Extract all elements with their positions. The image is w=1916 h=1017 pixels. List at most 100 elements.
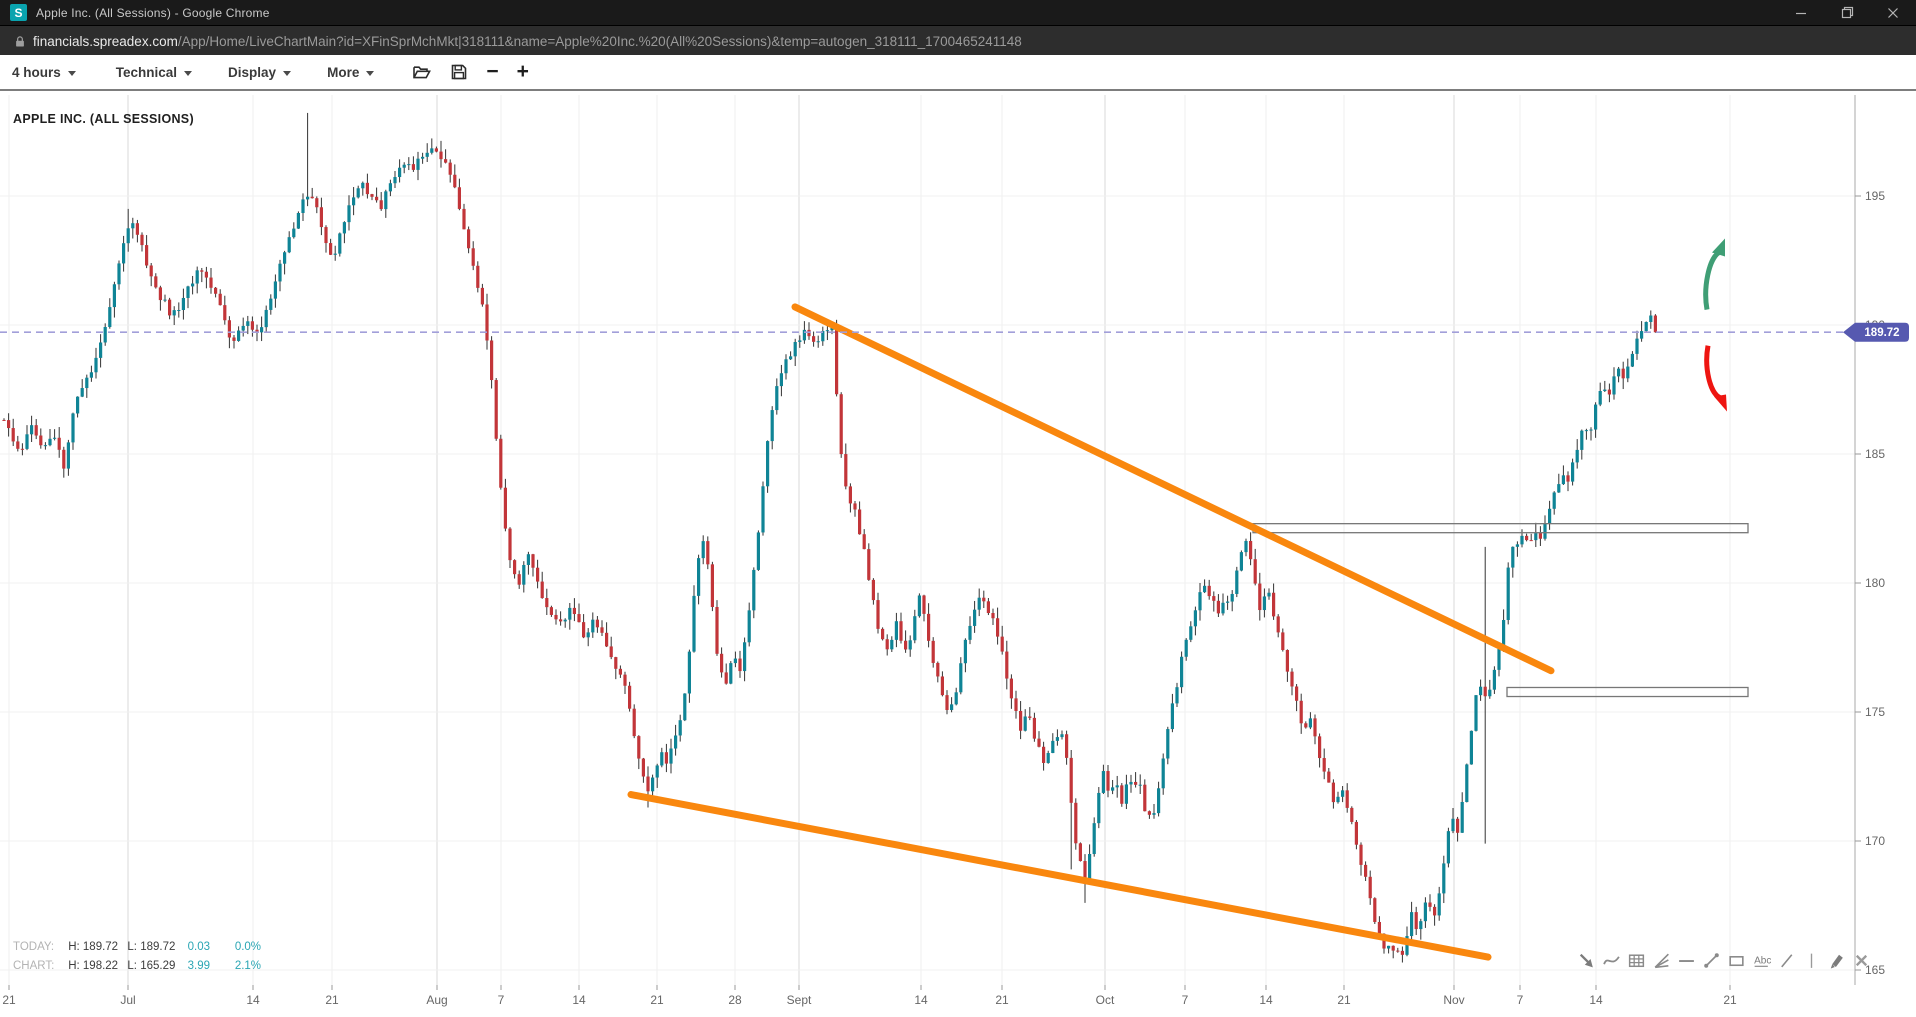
segment-tool-button[interactable] xyxy=(1701,950,1722,971)
zoom-out-button[interactable]: − xyxy=(484,60,500,83)
date-tick-label: Oct xyxy=(1096,993,1115,1007)
date-tick-label: Aug xyxy=(426,993,447,1007)
date-tick-label: 7 xyxy=(1182,993,1189,1007)
date-tick-label: Nov xyxy=(1443,993,1464,1007)
pointer-tool-button[interactable] xyxy=(1576,950,1597,971)
date-tick-label: 14 xyxy=(1589,993,1603,1007)
display-dropdown[interactable]: Display xyxy=(222,61,297,84)
level-box-2[interactable] xyxy=(1506,686,1749,698)
page-url[interactable]: financials.spreadex.com/App/Home/LiveCha… xyxy=(33,34,1022,49)
rectangle-tool-button[interactable] xyxy=(1726,950,1747,971)
legend-row-chart: CHART: H: 198.22 L: 165.29 3.99 2.1% xyxy=(13,957,261,976)
legend-percent: 0.0% xyxy=(234,941,262,953)
minus-icon: − xyxy=(486,60,499,83)
date-tick-label: 21 xyxy=(1723,993,1737,1007)
maximize-button[interactable] xyxy=(1824,0,1870,25)
price-tick-label: 170 xyxy=(1865,834,1885,848)
date-tick-label: 28 xyxy=(728,993,742,1007)
curve-tool-button[interactable] xyxy=(1601,950,1622,971)
chevron-down-icon xyxy=(67,70,76,76)
remove-tool-icon xyxy=(1855,954,1868,967)
down-arrow-annotation[interactable] xyxy=(1704,345,1727,412)
table-tool-button[interactable] xyxy=(1626,950,1647,971)
text-tool-button[interactable]: Abc xyxy=(1751,950,1772,971)
timeframe-label: 4 hours xyxy=(12,64,61,80)
ohlc-legend: TODAY: H: 189.72 L: 189.72 0.03 0.0% CHA… xyxy=(13,938,261,976)
more-label: More xyxy=(327,64,360,80)
chart-toolbar: 4 hours Technical Display More xyxy=(0,55,1916,91)
legend-change: 0.03 xyxy=(187,941,210,953)
folder-open-icon xyxy=(413,66,432,79)
marker-tool-icon xyxy=(1830,954,1843,969)
browser-url-bar[interactable]: financials.spreadex.com/App/Home/LiveCha… xyxy=(0,25,1916,56)
legend-low: L: 189.72 xyxy=(127,941,176,953)
fan-lines-tool-button[interactable] xyxy=(1651,950,1672,971)
date-tick-label: 14 xyxy=(914,993,928,1007)
timeframe-dropdown[interactable]: 4 hours xyxy=(6,61,82,84)
legend-high: H: 189.72 xyxy=(68,941,119,953)
chevron-down-icon xyxy=(283,70,292,76)
save-chart-button[interactable] xyxy=(448,61,470,83)
date-tick-label: Sept xyxy=(787,993,812,1007)
url-domain: financials.spreadex.com xyxy=(33,33,178,49)
date-tick-label: Jul xyxy=(120,993,135,1007)
diagonal-line-tool-button[interactable] xyxy=(1776,950,1797,971)
legend-low: L: 165.29 xyxy=(127,960,176,972)
legend-label: TODAY: xyxy=(13,941,55,953)
window-titlebar: S Apple Inc. (All Sessions) - Google Chr… xyxy=(0,0,1916,25)
lock-icon xyxy=(16,35,24,47)
svg-text:189.72: 189.72 xyxy=(1864,327,1899,339)
save-icon xyxy=(452,64,467,80)
horizontal-line-tool-button[interactable] xyxy=(1676,950,1697,971)
legend-high: H: 198.22 xyxy=(68,960,119,972)
svg-text:Abc: Abc xyxy=(1754,956,1771,967)
fan-lines-tool-icon xyxy=(1654,953,1669,969)
price-tick-label: 180 xyxy=(1865,576,1885,590)
url-path: /App/Home/LiveChartMain?id=XFinSprMchMkt… xyxy=(177,33,1022,49)
restore-icon xyxy=(1841,6,1853,19)
chevron-down-icon xyxy=(366,70,375,76)
date-tick-label: 21 xyxy=(995,993,1009,1007)
site-favicon: S xyxy=(10,4,27,21)
level-box-1[interactable] xyxy=(1252,523,1749,534)
segment-tool-icon xyxy=(1704,953,1719,968)
chart-title: APPLE INC. (ALL SESSIONS) xyxy=(13,112,194,126)
date-tick-label: 14 xyxy=(1259,993,1273,1007)
price-tick-label: 195 xyxy=(1865,189,1885,203)
divider-icon xyxy=(1810,953,1813,968)
price-tick-label: 175 xyxy=(1865,705,1885,719)
toolbar-divider xyxy=(1801,950,1822,971)
date-tick-label: 21 xyxy=(325,993,339,1007)
price-tick-label: 165 xyxy=(1865,963,1885,977)
curve-tool-icon xyxy=(1603,956,1620,965)
trend-line-lower[interactable] xyxy=(627,791,1492,961)
remove-tool-button[interactable] xyxy=(1851,950,1872,971)
up-arrow-annotation[interactable] xyxy=(1703,238,1725,310)
open-chart-button[interactable] xyxy=(410,61,434,83)
candles-layer[interactable] xyxy=(2,112,1657,963)
plus-icon: + xyxy=(516,60,529,83)
table-tool-icon xyxy=(1628,954,1645,968)
minimize-icon xyxy=(1796,12,1806,14)
technical-dropdown[interactable]: Technical xyxy=(110,61,198,84)
horizontal-line-tool-icon xyxy=(1679,960,1694,962)
close-icon xyxy=(1888,7,1898,18)
pointer-tool-icon xyxy=(1579,953,1593,968)
price-tick-label: 185 xyxy=(1865,447,1885,461)
current-price-badge: 189.72 xyxy=(1843,322,1909,342)
date-tick-label: 14 xyxy=(572,993,586,1007)
price-chart[interactable]: 16517017518018519019521Jul1421Aug7142128… xyxy=(0,92,1916,1017)
window-title: Apple Inc. (All Sessions) - Google Chrom… xyxy=(36,5,270,20)
date-tick-label: 7 xyxy=(498,993,505,1007)
marker-tool-button[interactable] xyxy=(1826,950,1847,971)
technical-label: Technical xyxy=(115,64,178,80)
chart-area: 16517017518018519019521Jul1421Aug7142128… xyxy=(0,92,1916,1017)
zoom-in-button[interactable]: + xyxy=(515,60,531,83)
legend-row-today: TODAY: H: 189.72 L: 189.72 0.03 0.0% xyxy=(13,938,261,957)
close-button[interactable] xyxy=(1870,0,1916,25)
minimize-button[interactable] xyxy=(1778,0,1824,25)
date-tick-label: 21 xyxy=(1337,993,1351,1007)
more-dropdown[interactable]: More xyxy=(321,61,380,84)
trend-line-upper[interactable] xyxy=(791,303,1555,675)
